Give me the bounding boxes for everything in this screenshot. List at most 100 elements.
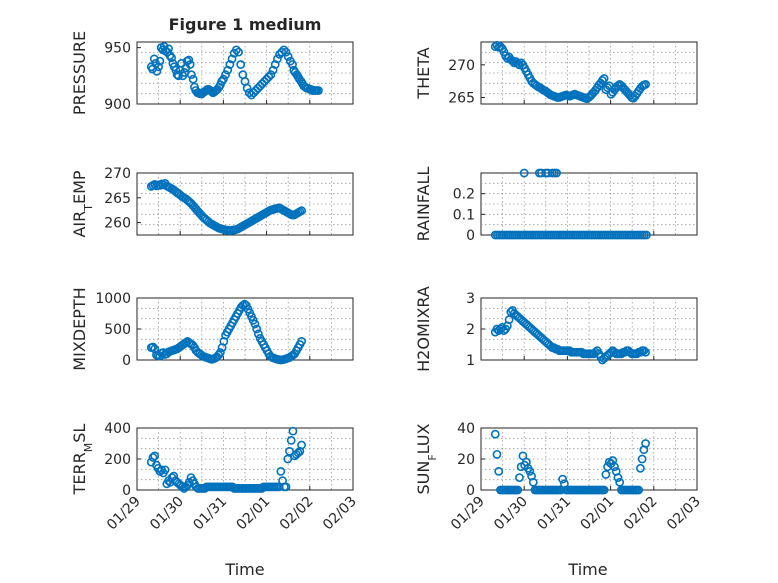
y-axis-label: AIRTEMP	[70, 170, 95, 237]
data-point	[187, 70, 196, 80]
data-point	[599, 485, 609, 495]
y-tick-label: 265	[448, 90, 475, 106]
y-axis-label: MIXDEPTH	[70, 287, 89, 370]
data-point	[613, 81, 623, 91]
y-tick-label: 0.2	[453, 187, 475, 203]
data-point	[519, 168, 529, 178]
data-point	[279, 45, 289, 55]
x-tick-label: 01/29	[104, 494, 144, 534]
data-point	[558, 474, 568, 484]
y-tick-label: 2	[466, 322, 475, 338]
data-point	[637, 454, 647, 464]
y-tick-label: 400	[104, 421, 131, 437]
data-point	[272, 54, 282, 64]
data-point	[288, 60, 297, 69]
x-tick-label: 02/01	[578, 494, 618, 534]
y-tick-label: 270	[104, 166, 131, 182]
subplot-1: 900 950 PRESSURE	[70, 31, 354, 115]
subplot-grid: 900 950 PRESSURE 265 270 THETA 260 265 270 AIRTEM…	[70, 31, 704, 533]
data-point	[297, 206, 306, 216]
x-tick-label: 02/02	[621, 494, 661, 534]
data-point	[641, 347, 650, 357]
data-point	[266, 70, 276, 80]
data-point	[251, 86, 261, 95]
data-point	[490, 429, 500, 439]
data-point	[293, 448, 303, 458]
data-point	[513, 485, 523, 495]
data-point	[615, 477, 625, 487]
data-point	[597, 76, 607, 85]
data-point	[148, 453, 158, 462]
data-point	[242, 83, 252, 93]
x-tick-label: 02/02	[277, 494, 317, 534]
y-tick-label: 0	[122, 483, 131, 499]
data-point	[297, 440, 306, 450]
data-point	[231, 45, 241, 55]
y-axis-label: TERRMSL	[70, 424, 95, 496]
subplot-3: 260 265 270 AIRTEMP	[70, 166, 354, 238]
x-tick-label: 02/01	[234, 494, 274, 534]
data-point	[148, 342, 158, 352]
y-tick-label: 270	[448, 58, 475, 74]
data-point	[262, 74, 271, 84]
data-point	[247, 90, 256, 100]
y-tick-label: 3	[466, 291, 475, 307]
data-point	[268, 65, 278, 75]
data-point	[155, 56, 165, 66]
x-tick-label: 01/30	[491, 494, 531, 534]
y-tick-label: 20	[457, 452, 475, 468]
data-point	[234, 47, 243, 57]
data-point	[297, 336, 306, 346]
data-point	[314, 86, 323, 95]
data-point	[227, 54, 237, 64]
y-tick-label: 0	[122, 353, 131, 369]
data-point	[257, 79, 267, 89]
data-point	[286, 435, 296, 445]
x-tick-label: 01/29	[448, 494, 488, 534]
x-tick-label: 01/31	[534, 494, 574, 534]
data-point	[253, 329, 263, 339]
data-point	[218, 74, 228, 84]
data-point	[255, 81, 265, 91]
subplot-8: 0 20 40 01/29 01/30 01/31 02/01 02/02 02/03 SUNFL…	[414, 421, 704, 533]
grid-lines	[481, 173, 697, 235]
x-axis-label-right: Time	[567, 560, 607, 579]
data-point	[641, 439, 650, 448]
data-point	[636, 463, 645, 473]
data-series	[490, 305, 650, 365]
data-point	[641, 80, 650, 89]
data-point	[276, 466, 286, 476]
data-point	[225, 60, 235, 69]
data-point	[270, 60, 280, 69]
data-point	[283, 52, 293, 62]
data-point	[221, 70, 230, 80]
data-point	[281, 47, 291, 57]
data-point	[513, 59, 523, 68]
y-tick-label: 1	[466, 353, 475, 369]
data-point	[188, 74, 198, 84]
data-point	[236, 60, 246, 69]
y-tick-label: 0	[466, 483, 475, 499]
data-series	[146, 426, 306, 493]
subplot-7: 0 200 400 01/29 01/30 01/31 02/01 02/02 02/03 TER…	[70, 421, 360, 533]
data-series	[490, 429, 650, 495]
data-point	[599, 74, 609, 83]
data-series	[490, 40, 650, 104]
data-point	[504, 315, 514, 325]
data-point	[215, 348, 225, 357]
data-point	[165, 51, 175, 60]
y-axis-label: PRESSURE	[70, 31, 89, 115]
y-axis-label: H2OMIXRA	[414, 286, 433, 372]
subplot-5: 0 500 1000 MIXDEPTH	[70, 287, 354, 371]
y-tick-label: 200	[104, 452, 131, 468]
data-point	[283, 454, 293, 464]
subplot-6: 1 2 3 H2OMIXRA	[414, 286, 698, 372]
data-point	[492, 449, 502, 459]
data-point	[277, 47, 287, 57]
data-point	[185, 60, 195, 69]
data-series	[146, 299, 306, 365]
data-point	[264, 72, 274, 82]
subplot-4: 0 0.1 0.2 RAINFALL	[414, 167, 698, 244]
data-point	[177, 482, 187, 492]
